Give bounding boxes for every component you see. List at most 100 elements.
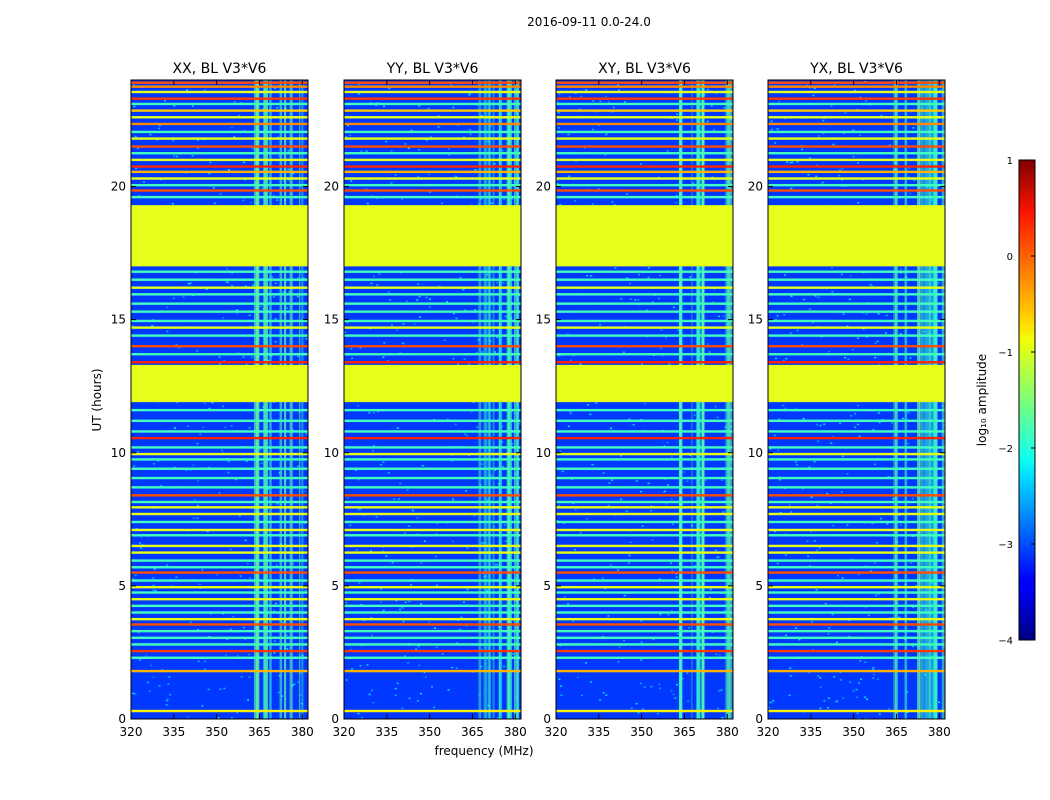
noise-speckle — [841, 167, 844, 170]
noise-speckle — [149, 133, 152, 136]
noise-speckle — [847, 358, 850, 361]
noise-speckle — [297, 465, 300, 467]
noise-speckle — [844, 356, 847, 359]
noise-speckle — [301, 654, 304, 657]
rfi-line — [344, 571, 521, 574]
noise-speckle — [841, 455, 844, 458]
noise-speckle — [559, 203, 562, 206]
noise-speckle — [219, 193, 222, 195]
noise-speckle — [579, 363, 582, 365]
noise-speckle — [567, 133, 570, 136]
noise-speckle — [568, 96, 571, 98]
noise-speckle — [671, 569, 674, 572]
noise-speckle — [177, 346, 180, 349]
noise-speckle — [708, 596, 711, 599]
noise-speckle — [305, 338, 308, 340]
noise-speckle — [151, 318, 154, 321]
noise-speckle — [899, 268, 902, 271]
noise-speckle — [663, 445, 666, 447]
rfi-line — [556, 116, 733, 119]
noise-speckle — [501, 441, 504, 443]
noise-speckle — [262, 308, 265, 310]
noise-speckle — [873, 562, 876, 564]
rfi-line — [768, 534, 945, 537]
noise-speckle — [452, 106, 455, 109]
noise-speckle — [907, 411, 910, 414]
noise-speckle — [851, 558, 854, 561]
noise-speckle — [639, 163, 642, 165]
noise-speckle — [569, 412, 572, 415]
noise-speckle — [208, 172, 211, 175]
rfi-line — [768, 604, 945, 608]
noise-speckle — [345, 679, 348, 681]
noise-speckle — [710, 105, 713, 107]
rfi-line — [556, 643, 733, 646]
noise-speckle — [282, 621, 285, 624]
noise-speckle — [859, 660, 862, 662]
noise-speckle — [358, 582, 361, 584]
x-tick-label: 350 — [418, 725, 441, 739]
noise-speckle — [785, 357, 788, 360]
noise-speckle — [770, 701, 773, 704]
noise-speckle — [616, 84, 619, 86]
panel-image — [768, 80, 945, 719]
rfi-line — [131, 571, 308, 574]
noise-speckle — [204, 660, 207, 663]
rfi-line — [344, 152, 521, 155]
noise-speckle — [670, 609, 673, 612]
noise-speckle — [906, 691, 909, 693]
noise-speckle — [556, 182, 559, 185]
noise-speckle — [152, 589, 155, 591]
rfi-line — [768, 286, 945, 289]
noise-speckle — [441, 653, 444, 655]
rfi-line — [131, 195, 308, 199]
noise-speckle — [706, 120, 709, 123]
noise-speckle — [651, 539, 654, 541]
noise-speckle — [158, 124, 161, 126]
noise-speckle — [796, 160, 799, 163]
noise-speckle — [297, 681, 300, 683]
noise-speckle — [473, 309, 476, 311]
noise-speckle — [790, 187, 793, 190]
noise-speckle — [823, 423, 826, 425]
noise-speckle — [560, 694, 563, 697]
rfi-line — [344, 353, 521, 356]
noise-speckle — [819, 424, 822, 427]
flagged-block — [131, 205, 308, 267]
noise-speckle — [425, 139, 428, 141]
noise-speckle — [239, 575, 242, 577]
rfi-line — [344, 170, 521, 174]
noise-speckle — [208, 407, 211, 410]
noise-speckle — [620, 498, 623, 501]
noise-speckle — [850, 415, 853, 417]
rfi-line — [344, 446, 521, 449]
noise-speckle — [380, 464, 383, 466]
noise-speckle — [248, 676, 251, 678]
noise-speckle — [429, 191, 432, 193]
rfi-line — [768, 165, 945, 168]
noise-speckle — [784, 554, 787, 556]
noise-speckle — [382, 461, 385, 463]
noise-speckle — [357, 712, 360, 715]
noise-speckle — [371, 689, 374, 692]
noise-speckle — [464, 309, 467, 312]
noise-speckle — [236, 711, 239, 714]
noise-speckle — [607, 504, 610, 507]
noise-speckle — [166, 564, 169, 566]
rfi-line — [556, 544, 733, 548]
noise-speckle — [801, 344, 804, 346]
rfi-line — [344, 189, 521, 192]
noise-speckle — [865, 698, 868, 701]
rfi-line — [131, 310, 308, 313]
noise-speckle — [503, 665, 506, 668]
noise-speckle — [635, 702, 638, 705]
panel-3: XY, BL V3*V6 320 335 350 365 380 0 5 10 15 20 — [536, 61, 739, 739]
noise-speckle — [199, 433, 202, 436]
rfi-line — [556, 85, 733, 88]
rfi-line — [556, 649, 733, 653]
noise-speckle — [813, 87, 816, 90]
noise-speckle — [676, 113, 679, 116]
noise-speckle — [493, 525, 496, 528]
rfi-line — [556, 551, 733, 554]
noise-speckle — [855, 688, 858, 691]
